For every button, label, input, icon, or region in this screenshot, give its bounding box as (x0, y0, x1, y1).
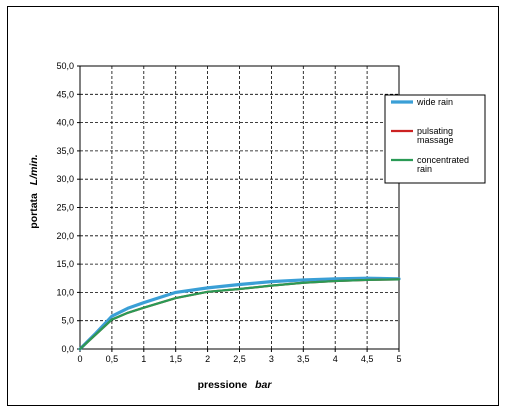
series-lines (78, 276, 401, 351)
y-axis-title-main: portata (28, 193, 40, 229)
y-tick-label: 10,0 (56, 287, 74, 297)
legend-label-2: pulsating massage (417, 126, 454, 145)
x-tick-label: 5 (396, 354, 401, 364)
x-tick-label: 0 (77, 354, 82, 364)
chart-grid (80, 66, 399, 349)
legend-box (384, 94, 486, 184)
x-tick-label: 0,5 (106, 354, 119, 364)
x-tick-label: 4 (333, 354, 338, 364)
legend: wide rain pulsating massage concentrated rai… (384, 94, 486, 184)
series-line-1 (78, 276, 401, 351)
y-tick-label: 20,0 (56, 231, 74, 241)
x-tick-label: 1 (141, 354, 146, 364)
x-tick-label: 2,5 (233, 354, 246, 364)
y-tick-label: 15,0 (56, 259, 74, 269)
x-tick-label: 3 (269, 354, 274, 364)
legend-label-1: wide rain (416, 97, 453, 107)
y-tick-label: 45,0 (56, 89, 74, 99)
y-tick-label: 35,0 (56, 146, 74, 156)
x-tick-label: 1,5 (169, 354, 182, 364)
y-tick-label: 0,0 (61, 344, 74, 354)
y-tick-label: 5,0 (61, 316, 74, 326)
y-tick-label: 50,0 (56, 61, 74, 71)
y-tick-label: 25,0 (56, 203, 74, 213)
y-axis-title: portata L/min. (28, 154, 40, 229)
y-axis-ticks: 0,0 5,0 10,0 15,0 20,0 25,0 30,0 35,0 40,0 45,0 50… (56, 61, 80, 354)
y-tick-label: 40,0 (56, 118, 74, 128)
x-axis-title: pressione bar (198, 379, 273, 391)
x-axis-title-main: pressione (198, 379, 248, 391)
x-tick-label: 3,5 (297, 354, 310, 364)
y-tick-label: 30,0 (56, 174, 74, 184)
y-axis-title-unit: L/min. (28, 154, 40, 185)
legend-label-3: concentrated rain (417, 155, 469, 174)
x-axis-ticks: 0 0,5 1 1,5 2 2,5 3 3,5 4 4,5 5 (77, 349, 402, 364)
x-tick-label: 4,5 (361, 354, 374, 364)
series-line-3 (78, 278, 401, 351)
x-tick-label: 2 (205, 354, 210, 364)
x-axis-title-unit: bar (255, 379, 272, 391)
